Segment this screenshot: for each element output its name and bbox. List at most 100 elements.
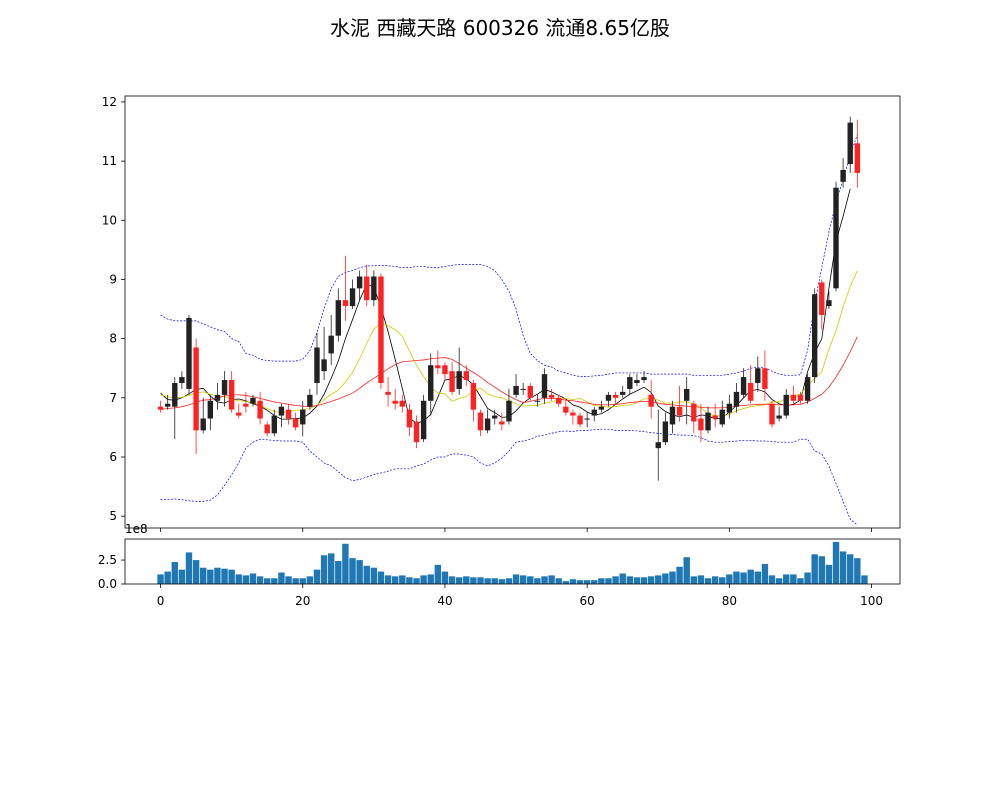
- candle-body: [492, 415, 498, 419]
- candle: [769, 400, 775, 428]
- candle: [726, 394, 733, 419]
- candle-body: [364, 276, 370, 301]
- candle-body: [634, 380, 640, 384]
- x-tick-label: 80: [722, 594, 737, 608]
- candle: [662, 412, 669, 446]
- candle: [328, 314, 334, 366]
- volume-bar: [647, 576, 655, 584]
- volume-bar: [185, 552, 193, 584]
- candle-body: [413, 421, 420, 443]
- price-axes-frame: [124, 95, 901, 529]
- candle-body: [428, 365, 434, 401]
- volume-bar: [669, 571, 676, 584]
- volume-bar: [726, 574, 733, 584]
- candle-body: [328, 335, 334, 354]
- volume-bar: [818, 556, 825, 584]
- candle-body: [570, 412, 576, 416]
- candle: [840, 158, 846, 188]
- candle-body: [726, 403, 733, 413]
- volume-panel: 0.0 2.5 0 20 40 60 80 100 1e8: [98, 522, 901, 608]
- candle-body: [548, 394, 555, 398]
- candle: [157, 400, 164, 413]
- volume-bar: [626, 576, 634, 584]
- volume-bar: [519, 575, 527, 584]
- x-tick-label: 60: [580, 594, 595, 608]
- candle: [797, 391, 804, 404]
- candle: [570, 409, 576, 425]
- volume-bar: [655, 575, 662, 584]
- candle: [428, 353, 434, 416]
- candle: [179, 371, 185, 389]
- volume-bar: [363, 565, 370, 584]
- chart-title: 水泥 西藏天路 600326 流通8.65亿股: [330, 16, 670, 40]
- candle: [193, 338, 199, 455]
- volume-bar: [178, 569, 186, 584]
- candle: [335, 288, 342, 342]
- candle-body: [484, 418, 491, 431]
- volume-bar: [832, 541, 840, 584]
- x-tick-label: 0: [157, 594, 165, 608]
- candle-body: [207, 400, 214, 419]
- candle: [641, 371, 647, 384]
- volume-bar: [498, 579, 506, 584]
- candle-body: [627, 377, 633, 389]
- candle-body: [186, 317, 192, 389]
- candle-body: [641, 377, 647, 381]
- candle-body: [321, 359, 327, 372]
- candle-body: [648, 394, 654, 407]
- volume-bar: [292, 578, 299, 584]
- candle: [420, 394, 427, 443]
- candle-body: [378, 276, 384, 384]
- volume-y-tick-label: 2.5: [98, 553, 117, 567]
- candle-body: [733, 391, 740, 407]
- candle-body: [854, 143, 861, 173]
- candle: [747, 365, 754, 404]
- volume-bar: [207, 569, 214, 584]
- candle-body: [577, 415, 583, 425]
- candle-body: [392, 400, 398, 404]
- candle-body: [300, 409, 306, 425]
- candle: [477, 409, 484, 437]
- candle-body: [442, 365, 448, 375]
- candle: [691, 400, 697, 434]
- volume-bar: [455, 577, 463, 584]
- volume-bar: [264, 578, 271, 584]
- candle-body: [250, 397, 256, 404]
- candle: [605, 391, 612, 407]
- candle-body: [620, 391, 626, 395]
- candle: [790, 385, 797, 404]
- candle-body: [556, 397, 562, 404]
- candle-body: [563, 406, 569, 413]
- candle-body: [157, 406, 164, 410]
- ma-line-1: [160, 188, 851, 424]
- candle-body: [584, 418, 590, 420]
- bollinger-lower-line: [160, 428, 858, 526]
- volume-bar: [662, 573, 669, 584]
- volume-bar: [370, 567, 378, 584]
- volume-bar: [214, 567, 221, 584]
- candle-body: [811, 294, 818, 378]
- candle: [228, 371, 235, 413]
- volume-bar: [534, 578, 541, 584]
- volume-bar: [591, 580, 598, 584]
- volume-bar: [576, 580, 584, 584]
- candle: [385, 377, 391, 407]
- candle-body: [463, 371, 469, 381]
- volume-bar: [704, 578, 712, 584]
- candle-body: [840, 169, 846, 182]
- volume-bar: [854, 558, 861, 584]
- volume-bar: [242, 575, 250, 584]
- candle: [591, 406, 597, 422]
- volume-bar: [676, 566, 683, 584]
- candle: [207, 394, 214, 431]
- candle: [243, 391, 249, 413]
- volume-bar: [768, 575, 776, 584]
- volume-bar: [157, 574, 164, 584]
- candle: [300, 400, 306, 437]
- candle: [819, 279, 825, 330]
- candle: [655, 409, 661, 481]
- volume-bar: [804, 572, 811, 584]
- candle-body: [349, 288, 356, 307]
- volume-bar: [228, 569, 235, 584]
